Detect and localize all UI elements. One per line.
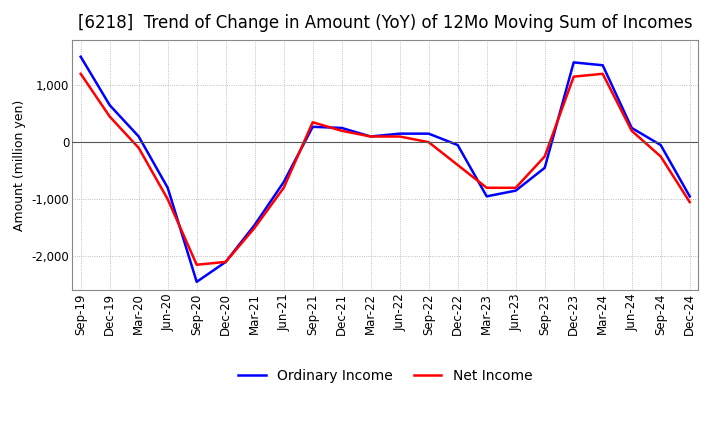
Ordinary Income (454, 143, 462, 148)
Legend: Ordinary Income, Net Income: Ordinary Income, Net Income (233, 364, 538, 389)
Net Income (454, 162, 462, 168)
Net Income (308, 120, 317, 125)
Net Income (366, 134, 375, 139)
Net Income (76, 71, 85, 77)
Ordinary Income (308, 124, 317, 129)
Title: [6218]  Trend of Change in Amount (YoY) of 12Mo Moving Sum of Incomes: [6218] Trend of Change in Amount (YoY) o… (78, 15, 693, 33)
Ordinary Income (366, 134, 375, 139)
Net Income (598, 71, 607, 77)
Net Income (482, 185, 491, 191)
Ordinary Income (76, 54, 85, 59)
Ordinary Income (251, 222, 259, 227)
Ordinary Income (482, 194, 491, 199)
Ordinary Income (395, 131, 404, 136)
Ordinary Income (598, 62, 607, 68)
Net Income (685, 199, 694, 205)
Ordinary Income (627, 125, 636, 131)
Net Income (221, 259, 230, 264)
Net Income (395, 134, 404, 139)
Y-axis label: Amount (million yen): Amount (million yen) (13, 99, 26, 231)
Line: Ordinary Income: Ordinary Income (81, 57, 690, 282)
Net Income (424, 139, 433, 145)
Net Income (541, 154, 549, 159)
Net Income (279, 185, 288, 191)
Net Income (105, 114, 114, 119)
Ordinary Income (192, 279, 201, 285)
Net Income (163, 197, 172, 202)
Ordinary Income (338, 125, 346, 131)
Line: Net Income: Net Income (81, 74, 690, 265)
Ordinary Income (105, 103, 114, 108)
Ordinary Income (570, 60, 578, 65)
Ordinary Income (163, 185, 172, 191)
Ordinary Income (511, 188, 520, 193)
Net Income (627, 128, 636, 133)
Net Income (338, 128, 346, 133)
Ordinary Income (279, 180, 288, 185)
Net Income (135, 145, 143, 150)
Ordinary Income (135, 134, 143, 139)
Ordinary Income (221, 259, 230, 264)
Net Income (192, 262, 201, 268)
Net Income (657, 154, 665, 159)
Net Income (511, 185, 520, 191)
Net Income (251, 225, 259, 231)
Net Income (570, 74, 578, 79)
Ordinary Income (424, 131, 433, 136)
Ordinary Income (541, 165, 549, 170)
Ordinary Income (685, 194, 694, 199)
Ordinary Income (657, 143, 665, 148)
